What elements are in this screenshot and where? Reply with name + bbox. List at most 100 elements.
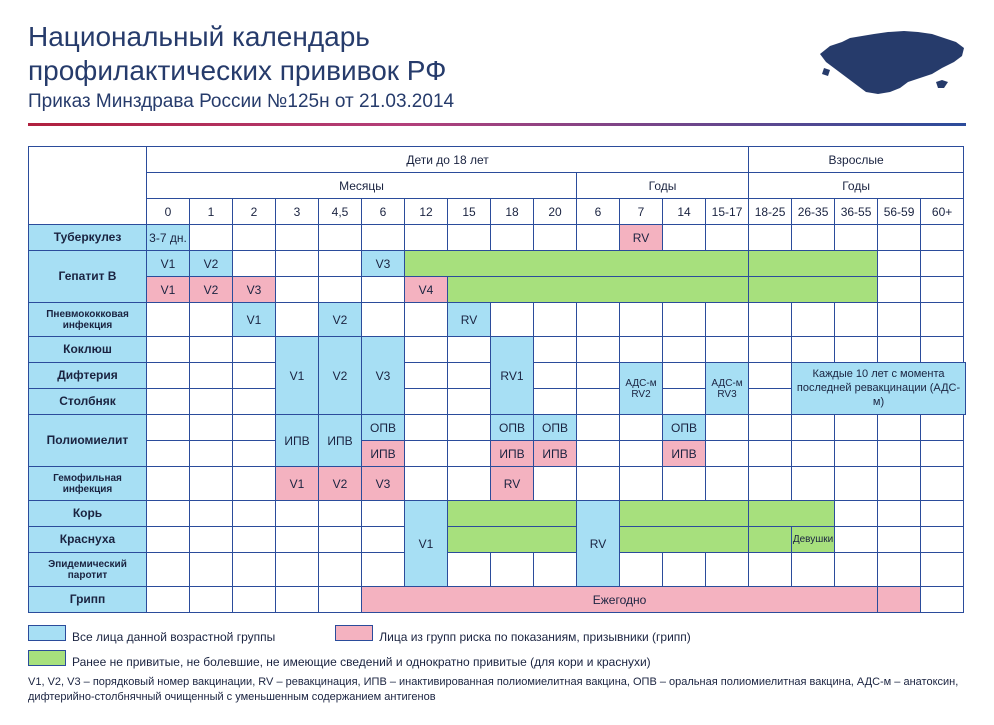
subgroup-years-adults: Годы — [749, 173, 964, 199]
age-col: 36-55 — [835, 199, 878, 225]
cell — [233, 337, 276, 363]
cell — [878, 527, 921, 553]
cell — [534, 467, 577, 501]
age-col: 60+ — [921, 199, 964, 225]
cell — [577, 389, 620, 415]
disease-label: Гемофильная инфекция — [29, 467, 147, 501]
cell-green-span — [448, 277, 749, 303]
cell — [921, 587, 964, 613]
cell — [749, 389, 792, 415]
cell — [878, 415, 921, 441]
cell — [147, 527, 190, 553]
cell — [147, 467, 190, 501]
cell: ОПВ — [491, 415, 534, 441]
cell-green-span — [749, 251, 878, 277]
adult-note-cell: Каждые 10 лет с момента последней ревакц… — [792, 363, 966, 415]
cell — [706, 467, 749, 501]
cell — [663, 553, 706, 587]
cell — [147, 303, 190, 337]
age-col: 14 — [663, 199, 706, 225]
cell: ОПВ — [534, 415, 577, 441]
disease-label: Корь — [29, 501, 147, 527]
cell — [534, 553, 577, 587]
legend-item-green: Ранее не привитые, не болевшие, не имеющ… — [28, 650, 651, 669]
swatch-pink — [335, 625, 373, 641]
cell — [190, 303, 233, 337]
cell — [706, 337, 749, 363]
cell: RV — [620, 225, 663, 251]
row-measles: Корь V1 RV — [29, 501, 966, 527]
disease-label: Столбняк — [29, 389, 147, 415]
disease-label: Полиомиелит — [29, 415, 147, 467]
cell — [792, 303, 835, 337]
cell-green-span — [749, 501, 835, 527]
cell — [749, 553, 792, 587]
cell — [147, 501, 190, 527]
age-col: 26-35 — [792, 199, 835, 225]
subgroup-months: Месяцы — [147, 173, 577, 199]
row-flu: Грипп Ежегодно — [29, 587, 966, 613]
cell: V2 — [319, 467, 362, 501]
cell — [749, 225, 792, 251]
cell — [233, 441, 276, 467]
cell: ИПВ — [319, 415, 362, 467]
cell — [405, 467, 448, 501]
disease-label: Грипп — [29, 587, 147, 613]
page-title: Национальный календарь профилактических … — [28, 20, 454, 87]
cell — [233, 587, 276, 613]
cell — [577, 441, 620, 467]
disease-label: Пневмококковая инфекция — [29, 303, 147, 337]
cell: V3 — [362, 251, 405, 277]
subgroup-years-children: Годы — [577, 173, 749, 199]
age-col: 0 — [147, 199, 190, 225]
cell — [663, 303, 706, 337]
group-children: Дети до 18 лет — [147, 147, 749, 173]
cell — [405, 389, 448, 415]
age-col: 18-25 — [749, 199, 792, 225]
age-col: 12 — [405, 199, 448, 225]
gradient-rule — [28, 123, 966, 126]
cell — [663, 467, 706, 501]
cell — [233, 363, 276, 389]
cell — [835, 225, 878, 251]
cell — [190, 501, 233, 527]
cell — [921, 501, 964, 527]
cell — [534, 389, 577, 415]
cell — [878, 251, 921, 277]
cell — [878, 225, 921, 251]
txt: RV3 — [717, 389, 736, 400]
cell: ИПВ — [534, 441, 577, 467]
cell — [792, 553, 835, 587]
cell — [620, 303, 663, 337]
cell — [792, 467, 835, 501]
cell — [749, 415, 792, 441]
cell — [362, 553, 405, 587]
cell — [147, 553, 190, 587]
cell — [921, 251, 964, 277]
cell — [233, 553, 276, 587]
cell — [190, 527, 233, 553]
cell — [878, 553, 921, 587]
cell-green-span — [620, 501, 749, 527]
row-pertussis: Коклюш V1 V2 V3 RV1 — [29, 337, 966, 363]
age-col: 2 — [233, 199, 276, 225]
cell — [663, 363, 706, 389]
cell — [534, 337, 577, 363]
row-hib: Гемофильная инфекция V1 V2 V3 RV — [29, 467, 966, 501]
cell — [190, 467, 233, 501]
cell — [190, 363, 233, 389]
cell — [663, 389, 706, 415]
legend-row-1: Все лица данной возрастной группы Лица и… — [28, 625, 966, 644]
cell — [319, 587, 362, 613]
cell: V1 — [276, 467, 319, 501]
cell: ОПВ — [663, 415, 706, 441]
cell — [620, 415, 663, 441]
cell — [190, 587, 233, 613]
age-col: 20 — [534, 199, 577, 225]
cell — [534, 303, 577, 337]
cell-annual: Ежегодно — [362, 587, 878, 613]
cell — [835, 415, 878, 441]
cell: ОПВ — [362, 415, 405, 441]
cell — [233, 251, 276, 277]
legend-item-blue: Все лица данной возрастной группы — [28, 625, 275, 644]
